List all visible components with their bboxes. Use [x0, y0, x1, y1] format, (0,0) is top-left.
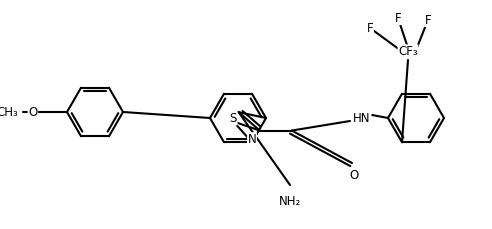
- Text: HN: HN: [353, 112, 371, 125]
- Text: N: N: [247, 133, 256, 146]
- Text: O: O: [349, 169, 359, 182]
- Text: NH₂: NH₂: [279, 195, 301, 208]
- Text: F: F: [395, 11, 401, 25]
- Text: F: F: [425, 14, 431, 27]
- Text: S: S: [230, 112, 237, 125]
- Text: CH₃: CH₃: [0, 106, 18, 118]
- Text: CF₃: CF₃: [398, 45, 418, 58]
- Text: F: F: [367, 22, 373, 35]
- Text: O: O: [29, 106, 37, 118]
